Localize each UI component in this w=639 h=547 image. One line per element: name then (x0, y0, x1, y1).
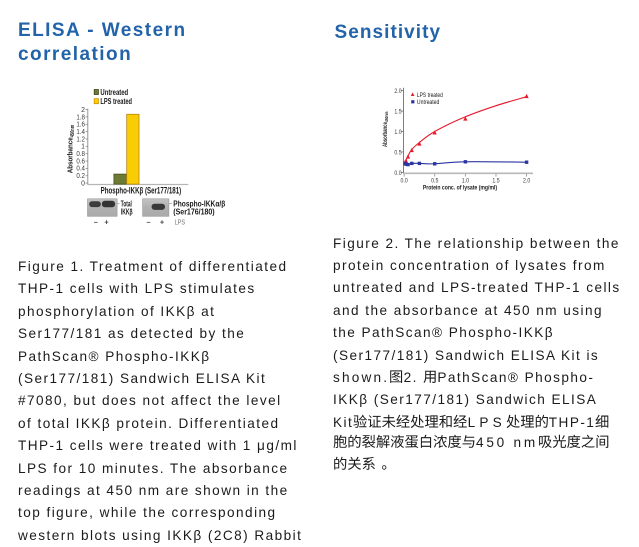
svg-text:0.0: 0.0 (394, 170, 401, 177)
svg-text:LPS treated: LPS treated (417, 92, 443, 99)
svg-text:0.8: 0.8 (76, 151, 85, 158)
svg-text:LPS treated: LPS treated (100, 97, 132, 106)
svg-text:+: + (104, 217, 109, 226)
svg-text:Untreated: Untreated (100, 88, 128, 97)
svg-text:Total: Total (121, 200, 132, 209)
svg-text:0.5: 0.5 (394, 149, 401, 156)
svg-text:Absorbance450nm: Absorbance450nm (65, 124, 76, 173)
svg-text:0.6: 0.6 (76, 158, 85, 165)
svg-text:0.5: 0.5 (431, 177, 438, 184)
svg-text:1: 1 (81, 144, 85, 151)
svg-text:1.2: 1.2 (76, 136, 85, 143)
svg-text:2.0: 2.0 (394, 88, 401, 95)
svg-text:(Ser176/180): (Ser176/180) (173, 208, 215, 217)
svg-text:Phospho-IKKβ (Ser177/181): Phospho-IKKβ (Ser177/181) (101, 185, 182, 195)
svg-text:1.5: 1.5 (394, 109, 401, 116)
svg-text:Protein conc. of lysate (mg/ml: Protein conc. of lysate (mg/ml) (423, 185, 497, 192)
svg-text:Untreated: Untreated (417, 99, 440, 106)
svg-text:LPS: LPS (175, 217, 186, 226)
svg-text:2.0: 2.0 (523, 177, 530, 184)
svg-text:1.0: 1.0 (462, 177, 469, 184)
svg-text:0: 0 (81, 180, 85, 187)
svg-text:1.8: 1.8 (76, 114, 85, 121)
svg-text:0.0: 0.0 (401, 177, 408, 184)
svg-text:+: + (160, 217, 165, 226)
svg-text:–: – (146, 217, 150, 226)
svg-text:–: – (94, 217, 98, 226)
svg-text:Absorbance450nm: Absorbance450nm (382, 111, 389, 147)
svg-text:Phospho-IKKα/β: Phospho-IKKα/β (173, 200, 225, 209)
svg-text:IKKβ: IKKβ (121, 208, 133, 217)
svg-text:0.2: 0.2 (76, 173, 85, 180)
svg-text:2: 2 (81, 107, 85, 114)
svg-text:1.4: 1.4 (76, 129, 85, 136)
svg-text:1.6: 1.6 (76, 122, 85, 129)
svg-text:1.0: 1.0 (394, 129, 401, 136)
svg-text:1.5: 1.5 (492, 177, 499, 184)
svg-text:0.4: 0.4 (76, 166, 85, 173)
